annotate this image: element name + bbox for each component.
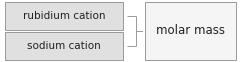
Text: molar mass: molar mass [156,24,225,38]
Text: sodium cation: sodium cation [27,41,101,51]
Bar [145,2,236,60]
Bar [5,32,123,60]
Text: rubidium cation: rubidium cation [23,11,105,21]
Bar [5,2,123,30]
